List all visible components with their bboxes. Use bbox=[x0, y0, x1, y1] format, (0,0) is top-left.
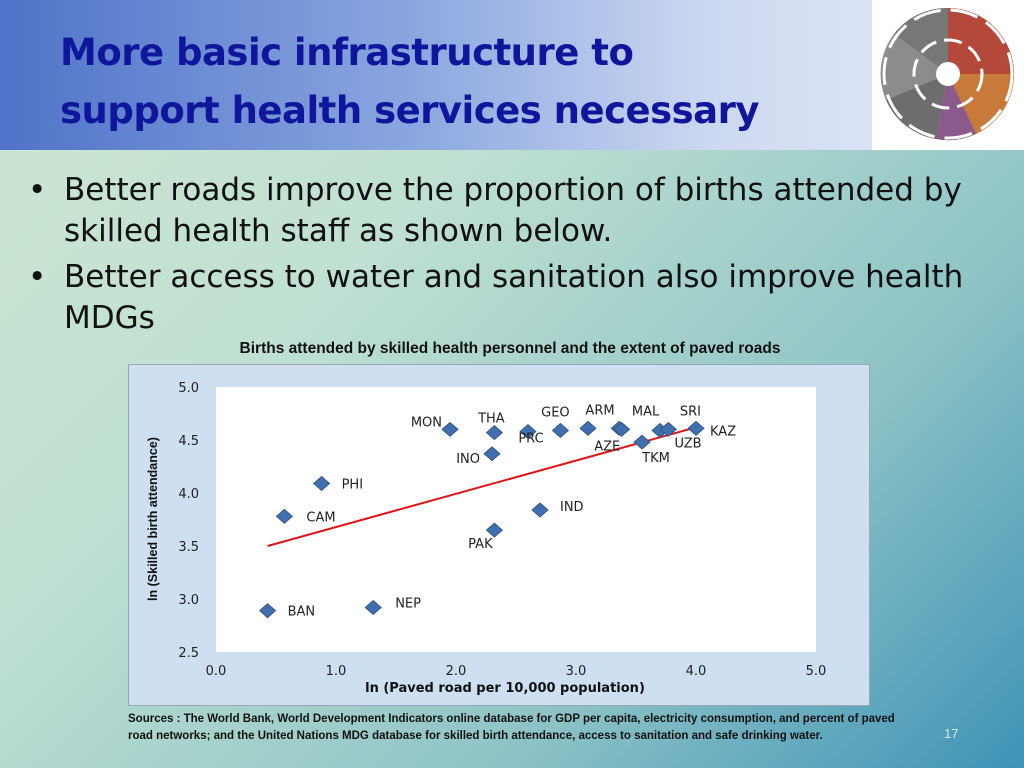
point-label-geo: GEO bbox=[541, 405, 570, 420]
y-tick-label: 3.5 bbox=[178, 540, 199, 555]
y-tick-label: 3.0 bbox=[178, 593, 199, 608]
bullet-text: Better access to water and sanitation al… bbox=[64, 259, 964, 336]
point-label-mon: MON bbox=[411, 415, 442, 430]
bullet-item-roads: • Better roads improve the proportion of… bbox=[28, 170, 1018, 252]
bullet-dot: • bbox=[28, 172, 47, 208]
data-point-pak bbox=[485, 522, 504, 538]
x-tick-label: 2.0 bbox=[446, 664, 467, 679]
bullet-list: • Better roads improve the proportion of… bbox=[28, 170, 1018, 344]
y-tick-label: 5.0 bbox=[178, 381, 199, 396]
trend-line bbox=[267, 427, 693, 547]
title-banner bbox=[0, 0, 1024, 150]
point-label-nep: NEP bbox=[395, 596, 421, 611]
data-point-nep bbox=[364, 599, 382, 616]
x-tick-label: 0.0 bbox=[206, 664, 227, 679]
point-label-uzb: UZB bbox=[674, 436, 701, 451]
data-point-ino bbox=[483, 446, 501, 462]
point-label-ind: IND bbox=[560, 500, 584, 515]
point-label-mal: MAL bbox=[632, 404, 660, 419]
data-point-tkm bbox=[633, 434, 651, 450]
x-tick-label: 5.0 bbox=[806, 664, 827, 679]
point-label-kaz: KAZ bbox=[710, 424, 736, 439]
y-axis-label: ln (Skilled birth attendance) bbox=[146, 437, 160, 601]
data-point-tha bbox=[485, 425, 504, 441]
data-point-cam bbox=[275, 508, 294, 524]
point-label-phi: PHI bbox=[342, 477, 363, 492]
data-point-prc bbox=[519, 423, 537, 440]
point-label-tha: THA bbox=[477, 412, 505, 427]
x-tick-label: 1.0 bbox=[326, 664, 347, 679]
sources-note: Sources : The World Bank, World Developm… bbox=[128, 713, 895, 742]
data-point-mon bbox=[441, 421, 459, 437]
y-tick-label: 2.5 bbox=[178, 646, 199, 661]
point-label-arm: ARM bbox=[585, 403, 614, 418]
point-label-prc: PRC bbox=[518, 432, 543, 447]
plot-area bbox=[216, 387, 816, 652]
x-axis-label: ln (Paved road per 10,000 population) bbox=[365, 681, 645, 696]
slide-title-line-2: support health services necessary bbox=[60, 89, 760, 132]
slide-title-line-1: More basic infrastructure to bbox=[60, 31, 634, 74]
page-number: 17 bbox=[944, 726, 959, 741]
slide-title: More basic infrastructure to support hea… bbox=[60, 24, 860, 140]
point-label-ino: INO bbox=[456, 452, 480, 467]
point-label-ban: BAN bbox=[288, 605, 316, 620]
point-label-sri: SRI bbox=[680, 404, 701, 419]
x-tick-label: 4.0 bbox=[686, 664, 707, 679]
scatter-chart: 2.5 3.0 3.5 4.0 4.5 5.0 0.0 1.0 2.0 3.0 4.0 5.0 ln… bbox=[128, 364, 870, 706]
bullet-item-water: • Better access to water and sanitation … bbox=[28, 257, 1018, 339]
chart-title: Births attended by skilled health person… bbox=[239, 340, 781, 357]
bullet-dot: • bbox=[28, 259, 47, 295]
x-tick-label: 3.0 bbox=[566, 664, 587, 679]
data-point-phi bbox=[312, 475, 331, 491]
point-label-cam: CAM bbox=[306, 510, 335, 525]
y-tick-label: 4.5 bbox=[178, 434, 199, 449]
point-label-tkm: TKM bbox=[641, 451, 670, 466]
data-point-arm bbox=[579, 420, 597, 436]
data-point-ind bbox=[531, 502, 549, 518]
point-label-pak: PAK bbox=[468, 537, 493, 552]
data-point-kaz bbox=[687, 420, 705, 436]
mdg-photo-collage-logo bbox=[872, 0, 1024, 150]
data-point-mal bbox=[612, 421, 631, 437]
data-point-sri bbox=[659, 421, 678, 437]
chart-svg: 2.5 3.0 3.5 4.0 4.5 5.0 0.0 1.0 2.0 3.0 4.0 5.0 ln… bbox=[146, 381, 827, 696]
y-tick-label: 4.0 bbox=[178, 487, 199, 502]
data-point-ban bbox=[258, 603, 277, 619]
bullet-text: Better roads improve the proportion of b… bbox=[64, 172, 962, 249]
data-point-geo bbox=[551, 422, 570, 438]
point-label-aze: AZE bbox=[594, 439, 620, 454]
